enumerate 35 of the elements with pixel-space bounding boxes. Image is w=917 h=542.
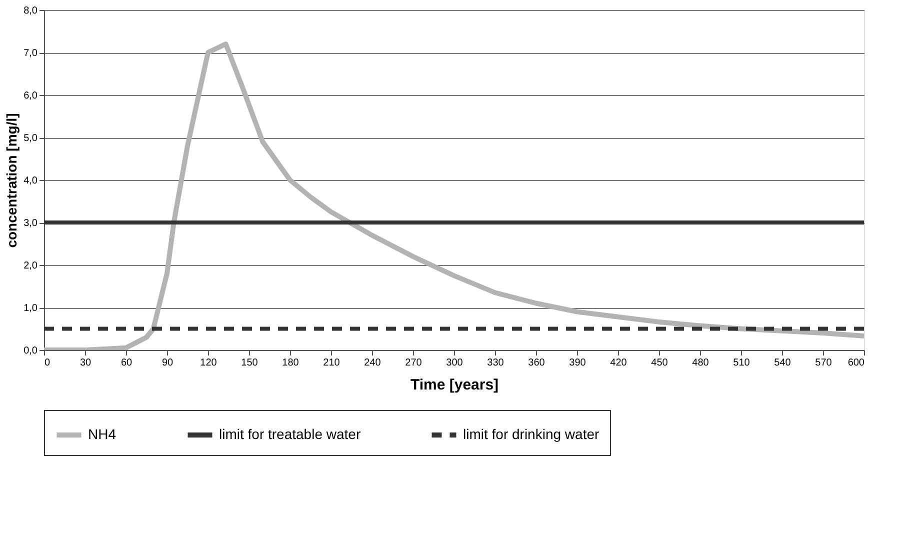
x-tick-label: 0: [44, 358, 50, 368]
y-tick-label: 8,0: [24, 6, 38, 16]
y-tick-label: 0,0: [24, 346, 38, 356]
x-tick-label: 30: [80, 358, 92, 368]
x-tick-label: 390: [569, 358, 586, 368]
legend-label: limit for drinking water: [463, 426, 600, 442]
x-tick-label: 480: [692, 358, 710, 368]
x-tick-label: 570: [815, 358, 832, 368]
x-tick-label: 600: [848, 358, 865, 368]
x-tick-label: 330: [487, 358, 504, 368]
y-tick-label: 7,0: [24, 48, 38, 59]
y-tick-label: 5,0: [24, 133, 38, 144]
y-tick-label: 6,0: [24, 90, 38, 102]
x-tick-label: 90: [162, 358, 174, 368]
x-tick-label: 270: [405, 358, 422, 368]
x-tick-label: 540: [774, 358, 792, 368]
x-tick-label: 300: [446, 358, 464, 368]
y-tick-label: 4,0: [24, 176, 38, 186]
x-tick-label: 240: [364, 358, 382, 368]
legend-label: NH4: [88, 426, 116, 442]
x-tick-label: 180: [282, 358, 300, 368]
y-tick-label: 3,0: [24, 218, 38, 229]
y-tick-label: 2,0: [24, 260, 38, 272]
x-tick-label: 60: [120, 358, 132, 368]
x-tick-label: 210: [323, 358, 340, 368]
y-axis-title: concentration [mg/l]: [4, 113, 20, 248]
x-tick-label: 150: [241, 358, 258, 368]
x-tick-label: 450: [651, 358, 668, 368]
x-tick-label: 420: [610, 358, 628, 368]
y-tick-label: 1,0: [24, 303, 38, 314]
x-tick-label: 510: [733, 358, 750, 368]
legend-label: limit for treatable water: [219, 426, 361, 442]
x-tick-label: 120: [200, 358, 218, 368]
x-tick-label: 360: [528, 358, 546, 368]
x-axis-title: Time [years]: [410, 376, 499, 394]
